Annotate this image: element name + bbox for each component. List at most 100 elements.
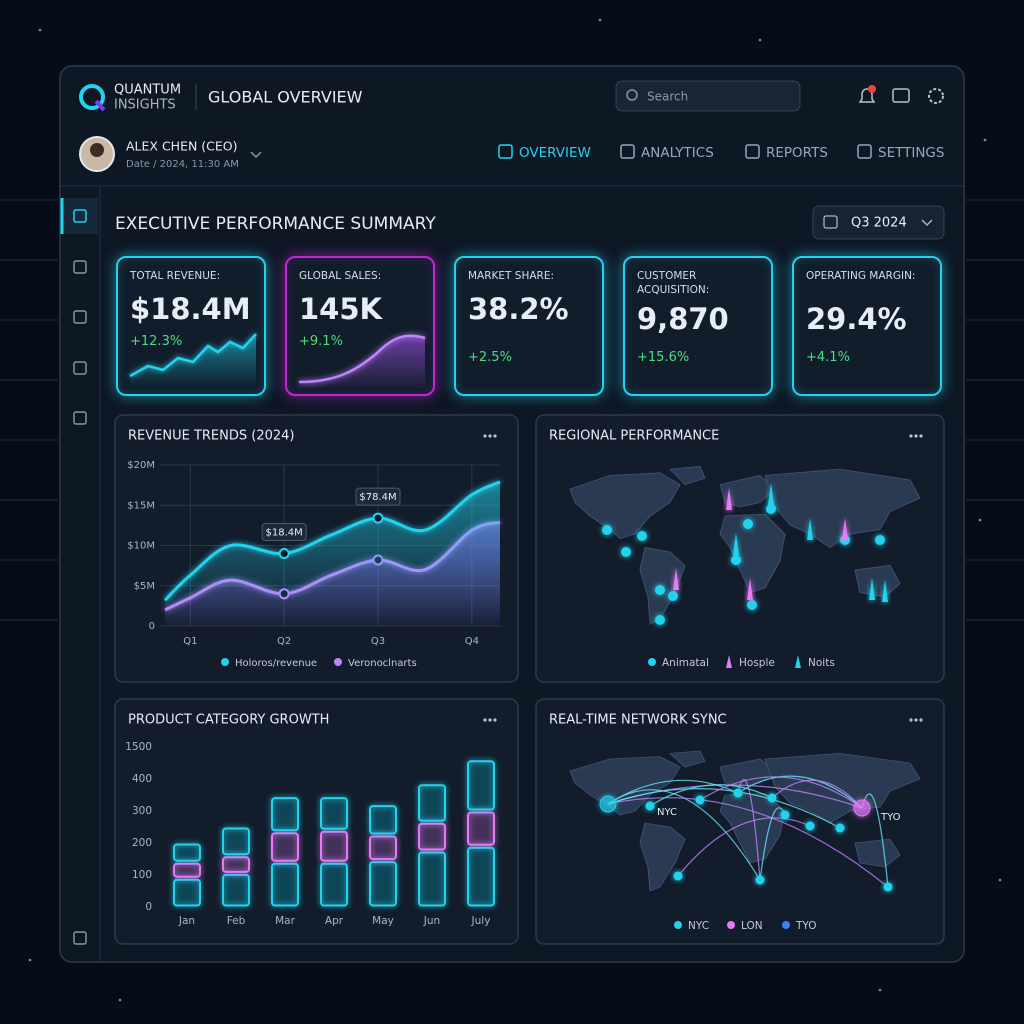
map-marker xyxy=(621,547,631,557)
map-land xyxy=(719,475,776,508)
star xyxy=(978,518,982,522)
sparkline xyxy=(129,333,257,378)
map-land xyxy=(668,750,706,768)
widget-title: REGIONAL PERFORMANCE xyxy=(549,429,719,444)
bar-segment xyxy=(467,846,495,907)
nav-tab[interactable]: ANALYTICS xyxy=(641,145,714,161)
kpi-label: MARKET SHARE: xyxy=(468,270,555,282)
x-tick-label: Feb xyxy=(227,915,246,927)
map-marker xyxy=(743,519,753,529)
map-land xyxy=(854,565,901,598)
bar-segment xyxy=(222,827,250,856)
sparkline-area xyxy=(299,335,425,388)
bar-segment xyxy=(467,811,495,846)
widget-menu[interactable] xyxy=(914,718,918,722)
map-spike xyxy=(869,578,875,600)
widget-menu[interactable] xyxy=(909,434,913,438)
kpi-change: +2.5% xyxy=(468,350,512,365)
bar-segment xyxy=(418,784,446,822)
network-node xyxy=(805,821,815,831)
widget-menu[interactable] xyxy=(919,434,923,438)
network-arc xyxy=(737,775,863,809)
bar-segment xyxy=(173,862,201,878)
avatar xyxy=(90,143,104,157)
x-tick-label: May xyxy=(372,915,394,927)
map-spike xyxy=(882,580,888,602)
sidebar-icon[interactable] xyxy=(73,931,87,945)
widget-menu[interactable] xyxy=(919,718,923,722)
bar-segment xyxy=(271,862,299,907)
y-tick-label: 400 xyxy=(132,773,152,785)
map-land xyxy=(854,838,901,868)
network-node xyxy=(853,799,871,817)
star xyxy=(758,38,762,42)
widget-menu[interactable] xyxy=(493,434,497,438)
widget-panel xyxy=(114,698,519,945)
tab-icon xyxy=(498,144,513,159)
bar-segment xyxy=(320,797,348,830)
widget-menu[interactable] xyxy=(488,718,492,722)
nav-tab[interactable]: OVERVIEW xyxy=(519,145,591,161)
network-node xyxy=(883,882,893,892)
search-box[interactable] xyxy=(615,80,801,112)
widget-menu[interactable] xyxy=(483,434,487,438)
sidebar-active xyxy=(62,198,98,234)
bell-icon[interactable] xyxy=(858,88,876,103)
calendar-icon xyxy=(823,215,838,229)
network-node xyxy=(780,810,790,820)
widget-menu[interactable] xyxy=(909,718,913,722)
y-tick-label: $20M xyxy=(127,460,155,471)
tab-icon xyxy=(620,144,635,159)
x-tick-label: Jan xyxy=(178,915,195,927)
period-label: Q3 2024 xyxy=(851,216,907,231)
kpi-label: OPERATING MARGIN: xyxy=(806,270,916,282)
legend-label: Veronoclnarts xyxy=(348,658,417,669)
sidebar-icon[interactable] xyxy=(73,361,87,375)
map-marker xyxy=(731,555,741,565)
widget-title: REAL-TIME NETWORK SYNC xyxy=(549,713,727,728)
map-marker xyxy=(766,504,776,514)
settings-icon[interactable] xyxy=(928,88,944,104)
logo xyxy=(79,84,105,110)
y-tick-label: 300 xyxy=(132,805,152,817)
legend-swatch xyxy=(674,921,682,929)
brand-name: INSIGHTS xyxy=(114,98,176,113)
sidebar-icon[interactable] xyxy=(73,209,87,223)
network-node xyxy=(755,875,765,885)
map-land xyxy=(764,468,921,549)
period-chevron xyxy=(921,219,933,227)
messages-icon[interactable] xyxy=(892,88,910,103)
map-land xyxy=(668,466,706,486)
bar-segment xyxy=(320,862,348,907)
widget-menu[interactable] xyxy=(914,434,918,438)
nav-tab[interactable]: SETTINGS xyxy=(878,145,944,161)
kpi-card: GLOBAL SALES: 145K +9.1% xyxy=(285,256,435,396)
map-marker xyxy=(637,531,647,541)
star xyxy=(598,18,602,22)
bar-segment xyxy=(173,878,201,907)
star xyxy=(983,138,987,142)
user-menu-chevron[interactable] xyxy=(250,151,262,159)
kpi-value: 9,870 xyxy=(637,302,729,336)
map-spike xyxy=(842,518,848,540)
annotation: $78.4M xyxy=(359,492,396,503)
legend-swatch xyxy=(795,655,801,668)
y-tick-label: 1500 xyxy=(125,741,152,753)
widget-menu[interactable] xyxy=(493,718,497,722)
nav-tab[interactable]: REPORTS xyxy=(766,145,828,161)
kpi-card: MARKET SHARE: 38.2% +2.5% xyxy=(454,256,604,396)
period-select[interactable] xyxy=(812,205,945,240)
network-arc xyxy=(677,817,811,877)
point-marker xyxy=(372,512,384,524)
sidebar-icon[interactable] xyxy=(73,310,87,324)
map-land xyxy=(639,822,686,892)
x-tick-label: Q2 xyxy=(277,636,291,647)
sidebar-icon[interactable] xyxy=(73,411,87,425)
kpi-value: 145K xyxy=(299,292,383,326)
kpi-value: $18.4M xyxy=(130,292,251,326)
sidebar-icon[interactable] xyxy=(73,260,87,274)
user-date: Date / 2024, 11:30 AM xyxy=(126,159,239,170)
widget-menu[interactable] xyxy=(488,434,492,438)
widget-menu[interactable] xyxy=(483,718,487,722)
network-node xyxy=(733,788,743,798)
